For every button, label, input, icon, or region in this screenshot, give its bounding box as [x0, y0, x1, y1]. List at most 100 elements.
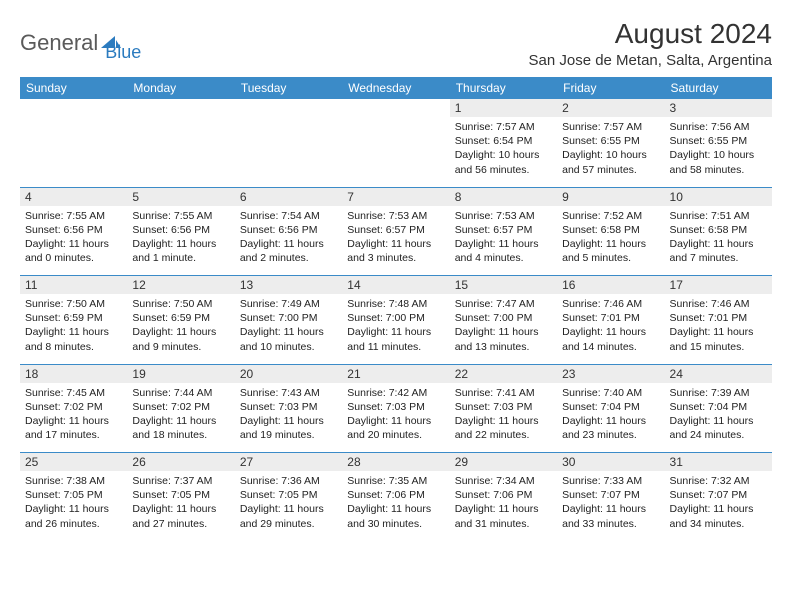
daylight-text-2: and 31 minutes.: [455, 517, 552, 531]
daylight-text-1: Daylight: 11 hours: [240, 502, 337, 516]
sunrise-text: Sunrise: 7:41 AM: [455, 386, 552, 400]
sun-info: Sunrise: 7:40 AMSunset: 7:04 PMDaylight:…: [562, 386, 659, 443]
sunset-text: Sunset: 7:04 PM: [670, 400, 767, 414]
day-info-cell: Sunrise: 7:57 AMSunset: 6:54 PMDaylight:…: [450, 117, 557, 187]
sun-info: Sunrise: 7:53 AMSunset: 6:57 PMDaylight:…: [347, 209, 444, 266]
day-info-cell: Sunrise: 7:44 AMSunset: 7:02 PMDaylight:…: [127, 383, 234, 453]
sunset-text: Sunset: 7:05 PM: [240, 488, 337, 502]
sunset-text: Sunset: 7:03 PM: [240, 400, 337, 414]
day-number-cell: 1: [450, 99, 557, 117]
sun-info: Sunrise: 7:45 AMSunset: 7:02 PMDaylight:…: [25, 386, 122, 443]
sunset-text: Sunset: 6:56 PM: [240, 223, 337, 237]
day-info-cell: [235, 117, 342, 187]
sun-info: Sunrise: 7:57 AMSunset: 6:54 PMDaylight:…: [455, 120, 552, 177]
title-block: August 2024 San Jose de Metan, Salta, Ar…: [529, 18, 773, 69]
sunset-text: Sunset: 6:56 PM: [132, 223, 229, 237]
day-number-cell: 26: [127, 453, 234, 472]
daylight-text-2: and 1 minute.: [132, 251, 229, 265]
sunrise-text: Sunrise: 7:43 AM: [240, 386, 337, 400]
day-info-cell: [20, 117, 127, 187]
sunrise-text: Sunrise: 7:53 AM: [455, 209, 552, 223]
daylight-text-2: and 14 minutes.: [562, 340, 659, 354]
sun-info: Sunrise: 7:47 AMSunset: 7:00 PMDaylight:…: [455, 297, 552, 354]
sun-info: Sunrise: 7:49 AMSunset: 7:00 PMDaylight:…: [240, 297, 337, 354]
sunrise-text: Sunrise: 7:56 AM: [670, 120, 767, 134]
calendar-table: Sunday Monday Tuesday Wednesday Thursday…: [20, 77, 772, 541]
day-info-cell: Sunrise: 7:34 AMSunset: 7:06 PMDaylight:…: [450, 471, 557, 541]
sunrise-text: Sunrise: 7:57 AM: [455, 120, 552, 134]
daylight-text-1: Daylight: 11 hours: [562, 502, 659, 516]
sunrise-text: Sunrise: 7:33 AM: [562, 474, 659, 488]
day-number-cell: 3: [665, 99, 772, 117]
day-number-cell: 11: [20, 276, 127, 295]
day-number-cell: 13: [235, 276, 342, 295]
day-info-row: Sunrise: 7:50 AMSunset: 6:59 PMDaylight:…: [20, 294, 772, 364]
day-info-cell: Sunrise: 7:47 AMSunset: 7:00 PMDaylight:…: [450, 294, 557, 364]
day-info-cell: Sunrise: 7:57 AMSunset: 6:55 PMDaylight:…: [557, 117, 664, 187]
day-info-cell: [342, 117, 449, 187]
day-number-cell: 14: [342, 276, 449, 295]
day-info-cell: Sunrise: 7:38 AMSunset: 7:05 PMDaylight:…: [20, 471, 127, 541]
daylight-text-2: and 24 minutes.: [670, 428, 767, 442]
daylight-text-1: Daylight: 11 hours: [670, 325, 767, 339]
sunset-text: Sunset: 7:02 PM: [132, 400, 229, 414]
day-number-row: 45678910: [20, 187, 772, 206]
daylight-text-1: Daylight: 11 hours: [25, 237, 122, 251]
sun-info: Sunrise: 7:50 AMSunset: 6:59 PMDaylight:…: [25, 297, 122, 354]
daylight-text-1: Daylight: 11 hours: [670, 414, 767, 428]
day-info-cell: Sunrise: 7:42 AMSunset: 7:03 PMDaylight:…: [342, 383, 449, 453]
sun-info: Sunrise: 7:50 AMSunset: 6:59 PMDaylight:…: [132, 297, 229, 354]
daylight-text-2: and 20 minutes.: [347, 428, 444, 442]
daylight-text-1: Daylight: 11 hours: [132, 237, 229, 251]
daylight-text-2: and 9 minutes.: [132, 340, 229, 354]
sunrise-text: Sunrise: 7:36 AM: [240, 474, 337, 488]
sunset-text: Sunset: 6:56 PM: [25, 223, 122, 237]
daylight-text-2: and 33 minutes.: [562, 517, 659, 531]
sun-info: Sunrise: 7:57 AMSunset: 6:55 PMDaylight:…: [562, 120, 659, 177]
day-info-cell: Sunrise: 7:40 AMSunset: 7:04 PMDaylight:…: [557, 383, 664, 453]
daylight-text-2: and 0 minutes.: [25, 251, 122, 265]
daylight-text-2: and 4 minutes.: [455, 251, 552, 265]
daylight-text-1: Daylight: 11 hours: [132, 502, 229, 516]
day-number-cell: 27: [235, 453, 342, 472]
daylight-text-1: Daylight: 11 hours: [25, 325, 122, 339]
day-info-row: Sunrise: 7:55 AMSunset: 6:56 PMDaylight:…: [20, 206, 772, 276]
day-number-cell: 7: [342, 187, 449, 206]
day-number-cell: 9: [557, 187, 664, 206]
day-number-cell: 23: [557, 364, 664, 383]
sunrise-text: Sunrise: 7:34 AM: [455, 474, 552, 488]
daylight-text-1: Daylight: 10 hours: [562, 148, 659, 162]
daylight-text-2: and 58 minutes.: [670, 163, 767, 177]
daylight-text-1: Daylight: 11 hours: [132, 325, 229, 339]
daylight-text-2: and 15 minutes.: [670, 340, 767, 354]
day-info-cell: Sunrise: 7:55 AMSunset: 6:56 PMDaylight:…: [20, 206, 127, 276]
daylight-text-1: Daylight: 11 hours: [240, 414, 337, 428]
sunrise-text: Sunrise: 7:55 AM: [25, 209, 122, 223]
day-info-cell: Sunrise: 7:35 AMSunset: 7:06 PMDaylight:…: [342, 471, 449, 541]
day-number-cell: 22: [450, 364, 557, 383]
day-number-cell: 10: [665, 187, 772, 206]
daylight-text-1: Daylight: 11 hours: [347, 237, 444, 251]
day-header: Sunday: [20, 77, 127, 99]
day-header: Tuesday: [235, 77, 342, 99]
day-info-cell: Sunrise: 7:53 AMSunset: 6:57 PMDaylight:…: [342, 206, 449, 276]
sunset-text: Sunset: 7:00 PM: [347, 311, 444, 325]
sunrise-text: Sunrise: 7:57 AM: [562, 120, 659, 134]
sunset-text: Sunset: 6:55 PM: [670, 134, 767, 148]
sunset-text: Sunset: 7:01 PM: [562, 311, 659, 325]
day-number-cell: 29: [450, 453, 557, 472]
daylight-text-2: and 10 minutes.: [240, 340, 337, 354]
day-info-row: Sunrise: 7:45 AMSunset: 7:02 PMDaylight:…: [20, 383, 772, 453]
daylight-text-1: Daylight: 11 hours: [25, 502, 122, 516]
sunrise-text: Sunrise: 7:53 AM: [347, 209, 444, 223]
sunset-text: Sunset: 7:01 PM: [670, 311, 767, 325]
sunset-text: Sunset: 7:00 PM: [240, 311, 337, 325]
sun-info: Sunrise: 7:33 AMSunset: 7:07 PMDaylight:…: [562, 474, 659, 531]
daylight-text-2: and 2 minutes.: [240, 251, 337, 265]
day-number-cell: [20, 99, 127, 117]
day-number-cell: 30: [557, 453, 664, 472]
sunset-text: Sunset: 7:03 PM: [455, 400, 552, 414]
sunrise-text: Sunrise: 7:35 AM: [347, 474, 444, 488]
day-info-cell: Sunrise: 7:49 AMSunset: 7:00 PMDaylight:…: [235, 294, 342, 364]
sun-info: Sunrise: 7:36 AMSunset: 7:05 PMDaylight:…: [240, 474, 337, 531]
